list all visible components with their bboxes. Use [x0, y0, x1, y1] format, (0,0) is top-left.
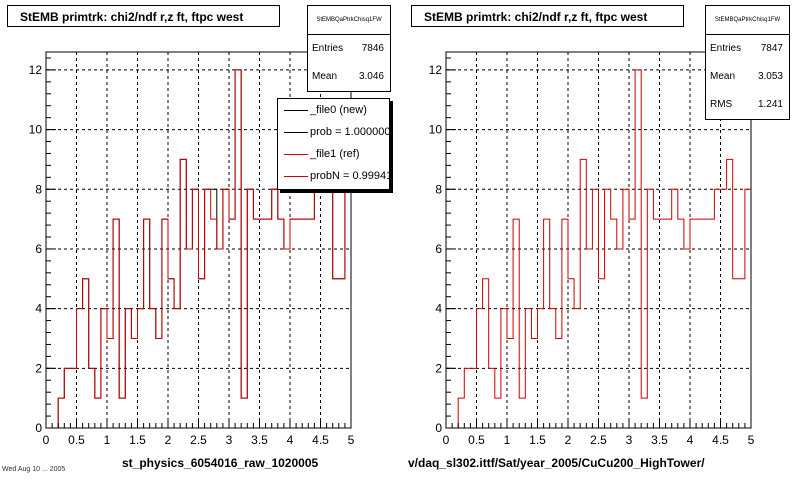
y-tick-label: 10	[29, 123, 43, 137]
y-tick-label: 4	[435, 302, 442, 316]
x-tick-label: 2	[565, 433, 572, 447]
stats-mean-value: 3.046	[358, 71, 384, 82]
stats-rms-label: RMS	[710, 99, 733, 110]
legend-swatch	[284, 176, 308, 177]
x-tick-label: 3.5	[251, 433, 268, 447]
y-tick-label: 0	[35, 421, 42, 435]
legend-entry-file0: _file0 (new)	[278, 99, 389, 121]
stats-entries-row: Entries 7847	[706, 35, 789, 63]
x-tick-label: 0.5	[68, 433, 85, 447]
x-axis-title: v/daq_sl302.ittf/Sat/year_2005/CuCu200_H…	[408, 456, 705, 470]
y-tick-label: 2	[35, 361, 42, 375]
y-tick-label: 6	[35, 242, 42, 256]
x-tick-label: 3	[626, 433, 633, 447]
stats-mean-label: Mean	[710, 71, 736, 82]
x-tick-label: 5	[348, 433, 355, 447]
y-tick-label: 2	[435, 361, 442, 375]
x-tick-label: 5	[748, 433, 755, 447]
stats-entries-label: Entries	[312, 43, 344, 54]
legend-entry-file1: _file1 (ref)	[278, 143, 389, 165]
x-tick-label: 4	[687, 433, 694, 447]
histogram-series	[446, 69, 751, 429]
stats-mean-label: Mean	[312, 71, 338, 82]
y-tick-label: 4	[35, 302, 42, 316]
stats-mean-row: Mean 3.046	[308, 63, 390, 91]
stats-entries-row: Entries 7846	[308, 35, 390, 63]
stats-rms-value: 1.241	[757, 99, 783, 110]
stats-entries-value: 7847	[760, 43, 783, 54]
legend-swatch	[284, 154, 308, 155]
right-histogram-pad: 0 0.5 1 1.5 2 2.5 3 3.5 4 4.5 5 0 2 4 6 8 10 12 StEMB pri…	[400, 0, 800, 480]
stats-box: StEMBQaPtrkChisq1FW Entries 7846 Mean 3.…	[307, 5, 391, 92]
legend-entry-prob: prob = 1.000000	[278, 121, 389, 143]
y-tick-label: 10	[429, 123, 443, 137]
legend-label: prob = 1.000000	[310, 126, 390, 138]
chart-title: StEMB primtrk: chi2/ndf r,z ft, ftpc wes…	[7, 5, 280, 27]
x-tick-label: 3	[226, 433, 233, 447]
legend-swatch	[284, 110, 308, 111]
y-tick-label: 12	[429, 63, 443, 77]
x-axis-title: st_physics_6054016_raw_1020005	[122, 456, 319, 470]
y-tick-label: 8	[435, 182, 442, 196]
stats-rms-row: RMS 1.241	[706, 91, 789, 119]
legend-swatch	[284, 132, 308, 133]
stats-mean-row: Mean 3.053	[706, 63, 789, 91]
stats-entries-value: 7846	[361, 43, 384, 54]
right-histogram-chart: 0 0.5 1 1.5 2 2.5 3 3.5 4 4.5 5 0 2 4 6 8 10 12	[429, 51, 755, 447]
x-tick-label: 2	[165, 433, 172, 447]
x-tick-label: 2.5	[190, 433, 207, 447]
stats-box: StEMBQaPtrkChisq1FW Entries 7847 Mean 3.…	[705, 5, 790, 120]
y-tick-label: 6	[435, 242, 442, 256]
stats-entries-label: Entries	[710, 43, 742, 54]
stats-name: StEMBQaPtrkChisq1FW	[706, 6, 789, 35]
footer-timestamp: Wed Aug 10 ... 2005	[2, 466, 66, 473]
x-tick-label: 1	[504, 433, 511, 447]
x-tick-label: 3.5	[651, 433, 668, 447]
x-tick-label: 4.5	[312, 433, 329, 447]
x-tick-label: 2.5	[590, 433, 607, 447]
legend-entry-probn: probN = 0.999410	[278, 165, 389, 187]
x-tick-label: 1	[104, 433, 111, 447]
stats-mean-value: 3.053	[757, 71, 783, 82]
legend-label: _file0 (new)	[310, 104, 367, 116]
legend: _file0 (new) prob = 1.000000 _file1 (ref…	[277, 98, 390, 190]
x-tick-label: 0	[43, 433, 50, 447]
x-tick-label: 0	[443, 433, 450, 447]
x-tick-label: 1.5	[529, 433, 546, 447]
x-tick-label: 0.5	[468, 433, 485, 447]
x-tick-label: 1.5	[129, 433, 146, 447]
y-tick-label: 8	[35, 182, 42, 196]
chart-title: StEMB primtrk: chi2/ndf r,z ft, ftpc wes…	[411, 5, 684, 27]
legend-label: probN = 0.999410	[310, 170, 390, 182]
histogram-series	[46, 69, 351, 429]
legend-label: _file1 (ref)	[310, 148, 360, 160]
left-histogram-pad: 0 0.5 1 1.5 2 2.5 3 3.5 4 4.5 5 0 2 4 6 8 10 12 StEMB pri…	[2, 5, 391, 473]
x-tick-label: 4.5	[712, 433, 729, 447]
y-tick-label: 12	[29, 63, 43, 77]
stats-name: StEMBQaPtrkChisq1FW	[308, 6, 390, 35]
x-tick-label: 4	[287, 433, 294, 447]
y-tick-label: 0	[435, 421, 442, 435]
